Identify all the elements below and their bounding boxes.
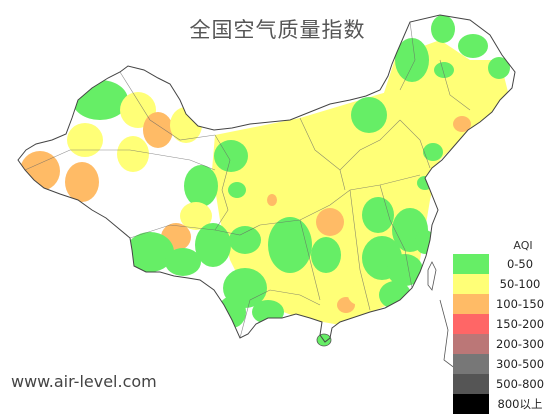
legend-item: 150-200: [453, 314, 553, 334]
legend-item: 300-500: [453, 354, 553, 374]
legend-label: 500-800: [489, 377, 551, 391]
legend-item: 800以上: [453, 394, 553, 414]
map-title: 全国空气质量指数: [189, 18, 366, 42]
legend-title: AQI: [513, 239, 533, 252]
legend-item: 0-50: [453, 254, 553, 274]
legend-swatch: [453, 254, 489, 274]
legend-label: 0-50: [489, 257, 551, 271]
legend-swatch: [453, 334, 489, 354]
legend-label: 50-100: [489, 277, 551, 291]
legend-label: 150-200: [489, 317, 551, 331]
legend-swatch: [453, 274, 489, 294]
site-watermark: www.air-level.com: [11, 372, 157, 391]
aqi-regions: [20, 15, 510, 328]
legend-label: 200-300: [489, 337, 551, 351]
country-border: [17, 14, 516, 343]
south-china-sea-line: [439, 299, 461, 373]
legend-swatch: [453, 374, 489, 394]
taiwan-island: [427, 261, 437, 291]
province-borders: [24, 21, 471, 339]
legend-item: 100-150: [453, 294, 553, 314]
legend-item: 500-800: [453, 374, 553, 394]
legend-swatch: [453, 394, 489, 414]
legend-swatch: [453, 354, 489, 374]
legend-item: 50-100: [453, 274, 553, 294]
legend-swatch: [453, 294, 489, 314]
aqi-legend: AQI 0-50 50-100 100-150 150-200 200-300 …: [453, 238, 553, 414]
legend-label: 100-150: [489, 297, 551, 311]
legend-label: 800以上: [489, 396, 551, 412]
legend-swatch: [453, 314, 489, 334]
legend-item: 200-300: [453, 334, 553, 354]
china-aqi-map: [17, 14, 516, 373]
legend-label: 300-500: [489, 357, 551, 371]
